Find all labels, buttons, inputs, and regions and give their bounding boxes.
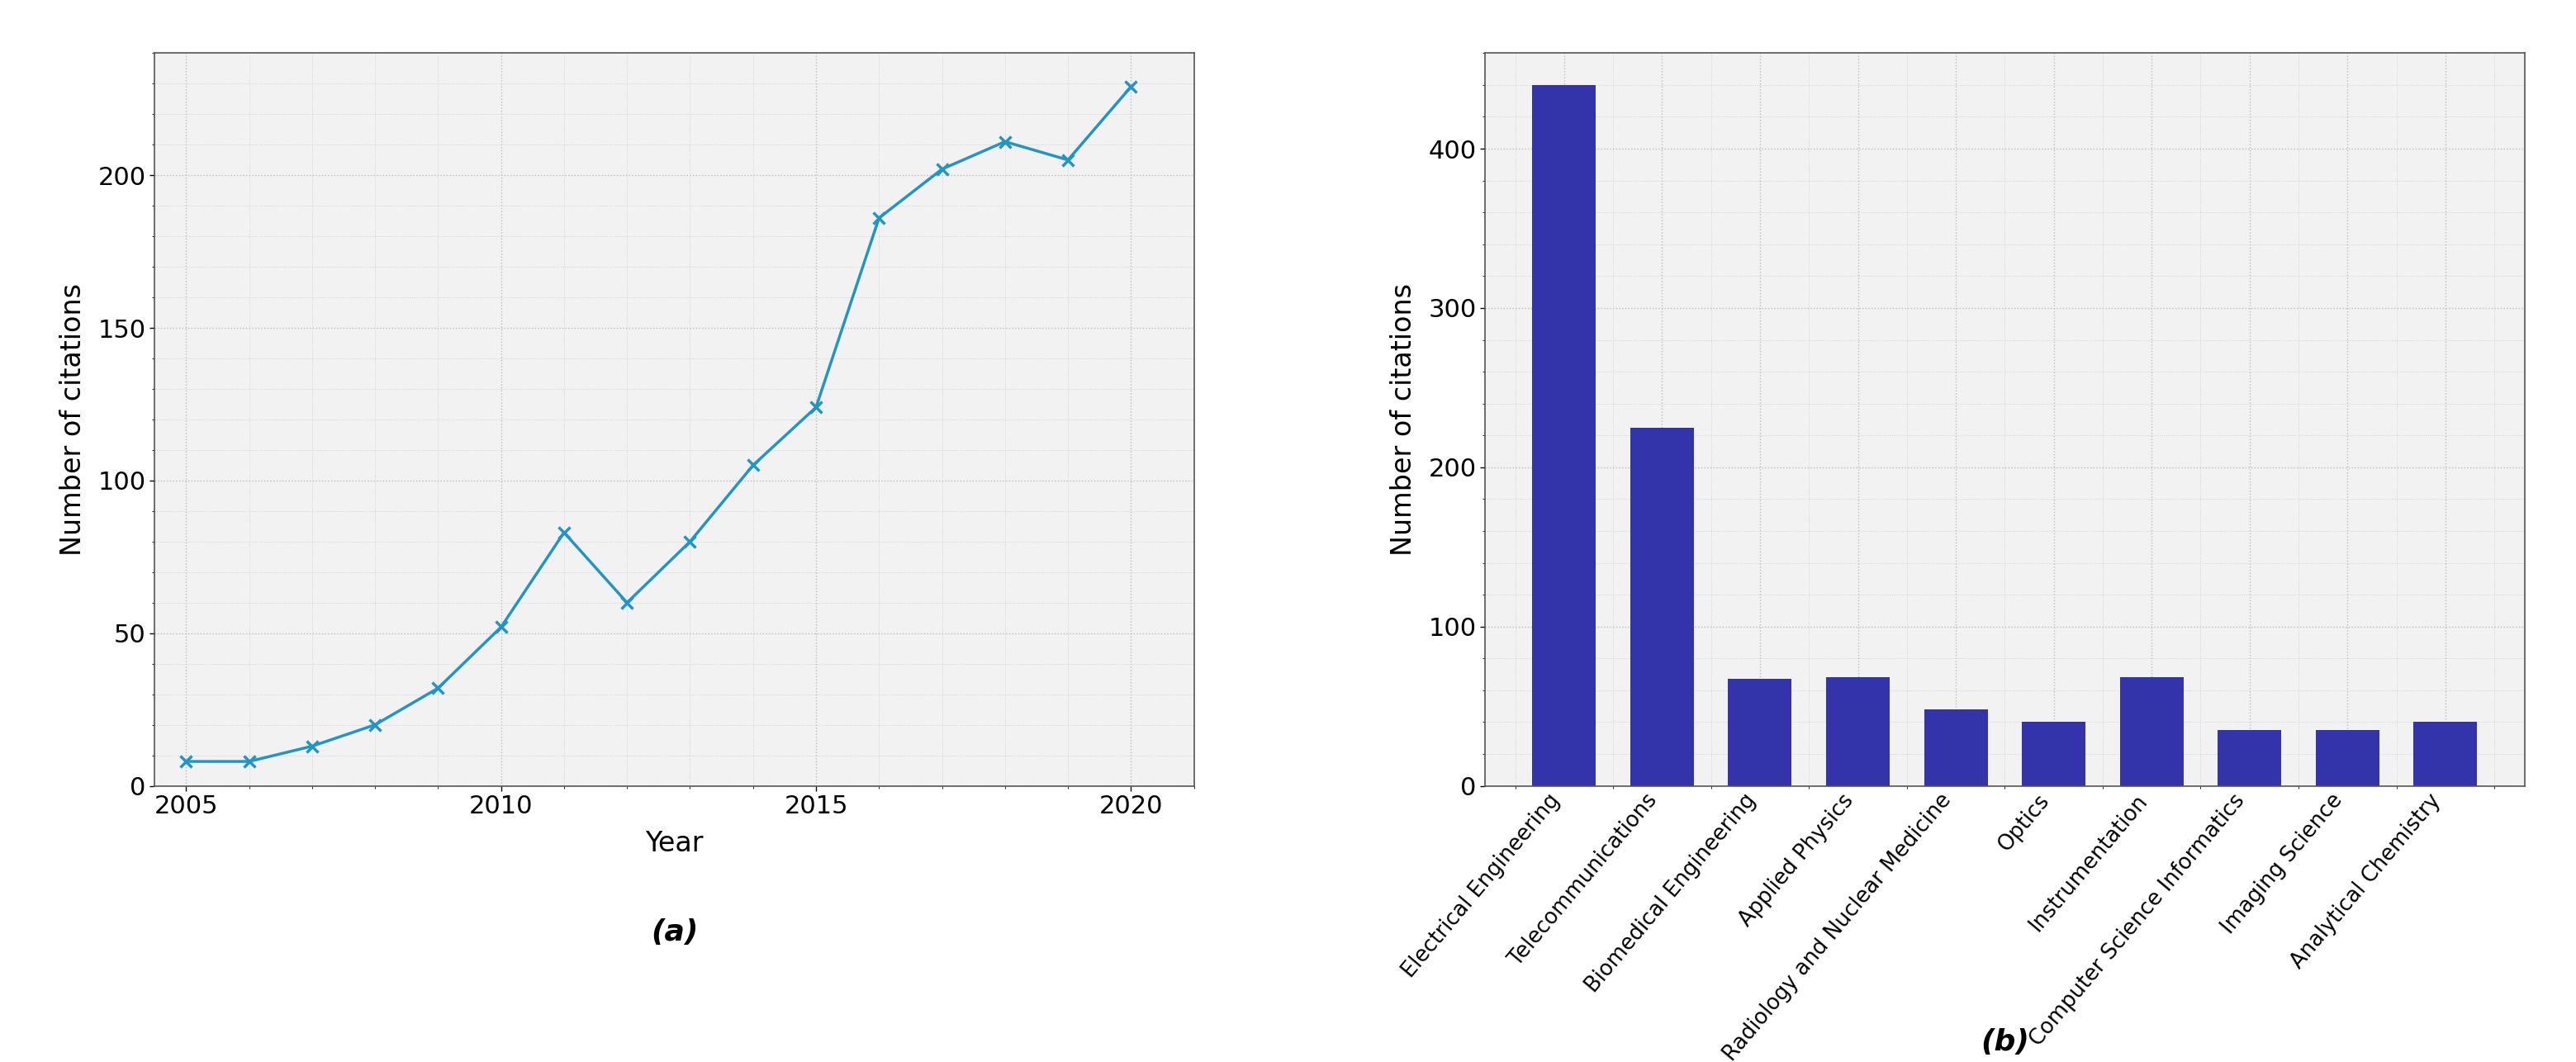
Bar bbox=[1631, 427, 1695, 786]
Bar bbox=[1728, 680, 1793, 786]
Bar bbox=[1924, 709, 1989, 786]
Bar bbox=[2414, 722, 2478, 786]
Bar bbox=[2218, 731, 2282, 786]
Bar bbox=[1533, 85, 1597, 786]
Bar bbox=[2316, 731, 2380, 786]
Text: (b): (b) bbox=[1981, 1028, 2030, 1057]
Bar bbox=[2022, 722, 2087, 786]
Text: (a): (a) bbox=[652, 919, 698, 946]
Bar bbox=[2120, 678, 2184, 786]
X-axis label: Year: Year bbox=[644, 829, 703, 857]
Bar bbox=[1826, 678, 1891, 786]
Y-axis label: Number of citations: Number of citations bbox=[1388, 284, 1417, 555]
Y-axis label: Number of citations: Number of citations bbox=[59, 284, 88, 555]
